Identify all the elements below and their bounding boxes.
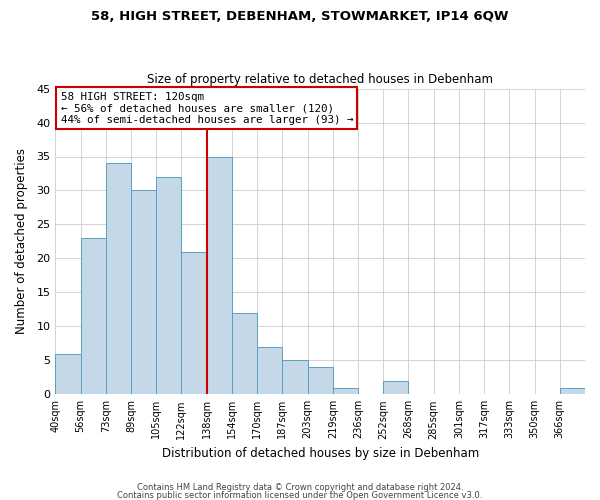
Bar: [80, 238, 106, 394]
Bar: [283, 360, 308, 394]
Bar: [131, 190, 156, 394]
Bar: [333, 388, 358, 394]
Bar: [308, 367, 333, 394]
Text: Contains HM Land Registry data © Crown copyright and database right 2024.: Contains HM Land Registry data © Crown c…: [137, 484, 463, 492]
Text: Contains public sector information licensed under the Open Government Licence v3: Contains public sector information licen…: [118, 490, 482, 500]
Bar: [106, 164, 131, 394]
Bar: [232, 313, 257, 394]
Bar: [560, 388, 585, 394]
X-axis label: Distribution of detached houses by size in Debenham: Distribution of detached houses by size …: [161, 447, 479, 460]
Y-axis label: Number of detached properties: Number of detached properties: [15, 148, 28, 334]
Bar: [55, 354, 80, 395]
Text: 58 HIGH STREET: 120sqm
← 56% of detached houses are smaller (120)
44% of semi-de: 58 HIGH STREET: 120sqm ← 56% of detached…: [61, 92, 353, 125]
Bar: [156, 177, 181, 394]
Bar: [257, 346, 283, 395]
Title: Size of property relative to detached houses in Debenham: Size of property relative to detached ho…: [147, 73, 493, 86]
Bar: [383, 380, 409, 394]
Bar: [206, 156, 232, 394]
Text: 58, HIGH STREET, DEBENHAM, STOWMARKET, IP14 6QW: 58, HIGH STREET, DEBENHAM, STOWMARKET, I…: [91, 10, 509, 23]
Bar: [181, 252, 206, 394]
